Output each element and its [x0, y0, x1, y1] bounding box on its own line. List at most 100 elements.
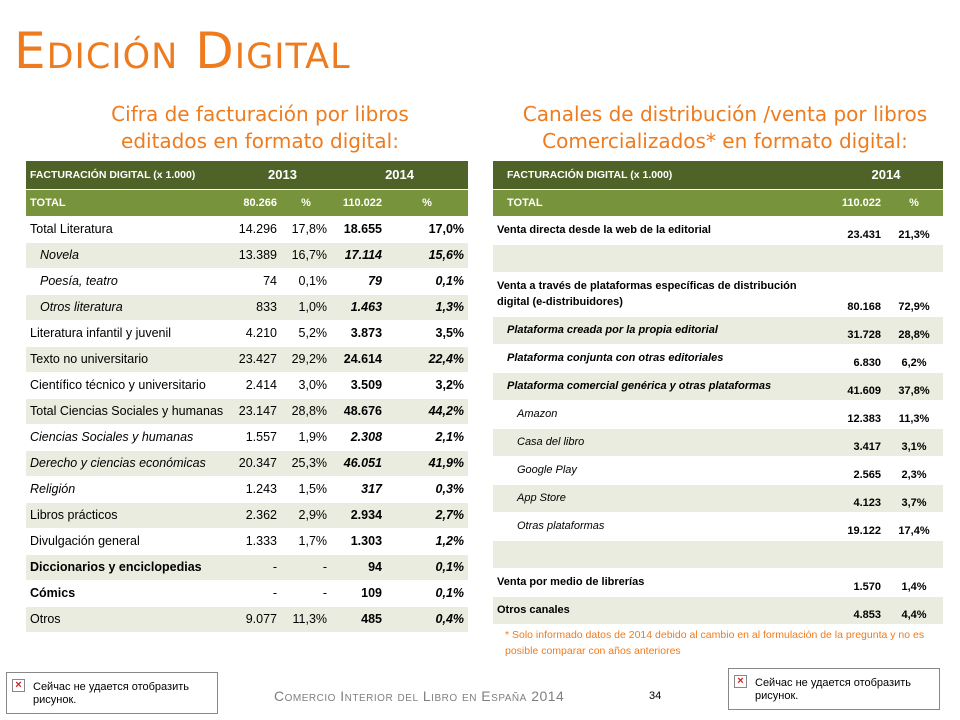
value-2014: 3.417: [829, 428, 885, 457]
pct-2014: 6,2%: [885, 344, 944, 373]
pct-2014: 11,3%: [885, 400, 944, 429]
row-label: Cómics: [26, 580, 234, 607]
table-row: Literatura infantil y juvenil 4.210 5,2% 3.…: [26, 320, 469, 347]
value-2013: 1.557: [234, 424, 281, 451]
value-2014: 94: [331, 554, 387, 581]
pct-2014: 15,6%: [386, 242, 469, 269]
value-2014: 1.463: [331, 294, 387, 321]
pct-2014: [885, 540, 944, 569]
pct-2014: 0,1%: [386, 268, 469, 295]
value-2014: 4.853: [829, 596, 885, 625]
table-row: Casa del libro 3.417 3,1%: [493, 428, 944, 457]
row-label: Plataforma conjunta con otras editoriale…: [493, 344, 829, 373]
pct-2013: 28,8%: [281, 398, 332, 425]
pct-2013: 3,0%: [281, 372, 332, 399]
pct-2013: -: [281, 554, 332, 581]
value-2013: 833: [234, 294, 281, 321]
image-placeholder-left: × Сейчас не удается отобразить рисунок.: [6, 672, 218, 714]
table-row: Cómics - -109 0,1%: [26, 580, 469, 607]
pct-2014: 2,1%: [386, 424, 469, 451]
row-label: Texto no universitario: [26, 346, 234, 373]
value-2014: 48.676: [331, 398, 387, 425]
row-label: Novela: [26, 242, 234, 269]
row-label: Científico técnico y universitario: [26, 372, 234, 399]
value-2014: 1.303: [331, 528, 387, 555]
row-label: Total Ciencias Sociales y humanas: [26, 398, 234, 425]
row-label: Total Literatura: [26, 216, 234, 243]
value-2014: 18.655: [331, 216, 387, 243]
pct-2014: 3,2%: [386, 372, 469, 399]
value-2014: 23.431: [829, 216, 885, 245]
pct-2014: 1,2%: [386, 528, 469, 555]
table-row: [493, 540, 944, 569]
row-label: Venta por medio de librerías: [493, 568, 829, 597]
table-row: Diccionarios y enciclopedias - -94 0,1%: [26, 554, 469, 581]
row-label: Plataforma creada por la propia editoria…: [493, 316, 829, 345]
table-row: Libros prácticos 2.362 2,9% 2.934 2,7%: [26, 502, 469, 529]
row-label: Otras plataformas: [493, 512, 829, 541]
table-row: Novela 13.389 16,7% 17.114 15,6%: [26, 242, 469, 269]
pct-2013: 16,7%: [281, 242, 332, 269]
table-row: Científico técnico y universitario 2.414 3…: [26, 372, 469, 399]
value-2013: 20.347: [234, 450, 281, 477]
value-2014: 6.830: [829, 344, 885, 373]
broken-image-icon: ×: [734, 675, 747, 688]
table-row: Otros canales 4.853 4,4%: [493, 596, 944, 625]
pct-2013: 5,2%: [281, 320, 332, 347]
pct-2014: 37,8%: [885, 372, 944, 401]
billing-table: FACTURACIÓN DIGITAL (x 1.000) 2013 2014 …: [26, 161, 469, 633]
pct-2014: 17,4%: [885, 512, 944, 541]
value-2013: 2.414: [234, 372, 281, 399]
pct-2014: 0,1%: [386, 580, 469, 607]
image-placeholder-right: × Сейчас не удается отобразить рисунок.: [728, 668, 940, 710]
row-label: [493, 244, 829, 273]
value-2013: 14.296: [234, 216, 281, 243]
value-2014: 80.168: [829, 272, 885, 317]
channels-total-value: 110.022: [829, 189, 885, 217]
pct-2013: 29,2%: [281, 346, 332, 373]
row-label: Casa del libro: [493, 428, 829, 457]
value-2014: 2.565: [829, 456, 885, 485]
pct-2013: 1,5%: [281, 476, 332, 503]
pct-2014: 4,4%: [885, 596, 944, 625]
billing-header-label: FACTURACIÓN DIGITAL (x 1.000): [26, 161, 234, 190]
billing-header-year-2013: 2013: [234, 161, 332, 190]
pct-2014: 0,4%: [386, 606, 469, 633]
billing-total-pct-2013: %: [281, 189, 332, 217]
pct-2014: 22,4%: [386, 346, 469, 373]
pct-2013: 1,0%: [281, 294, 332, 321]
value-2013: 4.210: [234, 320, 281, 347]
value-2014: 1.570: [829, 568, 885, 597]
row-label: App Store: [493, 484, 829, 513]
billing-total-label: TOTAL: [26, 189, 234, 217]
row-label: Religión: [26, 476, 234, 503]
value-2014: 17.114: [331, 242, 387, 269]
row-label: Otros literatura: [26, 294, 234, 321]
pct-2014: 72,9%: [885, 272, 944, 317]
table-row: Texto no universitario 23.427 29,2% 24.614 2…: [26, 346, 469, 373]
table-row: Divulgación general 1.333 1,7% 1.303 1,2%: [26, 528, 469, 555]
table-row: Total Ciencias Sociales y humanas 23.147 2…: [26, 398, 469, 425]
row-label: Literatura infantil y juvenil: [26, 320, 234, 347]
table-row: Venta por medio de librerías 1.570 1,4%: [493, 568, 944, 597]
table-row: Plataforma creada por la propia editoria…: [493, 316, 944, 345]
value-2014: 3.873: [331, 320, 387, 347]
value-2014: [829, 540, 885, 569]
table-row: Amazon 12.383 11,3%: [493, 400, 944, 429]
pct-2013: 11,3%: [281, 606, 332, 633]
pct-2014: 3,5%: [386, 320, 469, 347]
row-label: Poesía, teatro: [26, 268, 234, 295]
row-label: Otros: [26, 606, 234, 633]
pct-2013: 1,9%: [281, 424, 332, 451]
channels-table: FACTURACIÓN DIGITAL (x 1.000) 2014 TOTAL…: [493, 161, 944, 625]
row-label: Venta directa desde la web de la editori…: [493, 216, 829, 245]
value-2013: 9.077: [234, 606, 281, 633]
pct-2014: 2,7%: [386, 502, 469, 529]
pct-2014: [885, 244, 944, 273]
value-2013: 74: [234, 268, 281, 295]
row-label: Otros canales: [493, 596, 829, 625]
row-label: Divulgación general: [26, 528, 234, 555]
value-2014: 31.728: [829, 316, 885, 345]
table-row: Google Play 2.565 2,3%: [493, 456, 944, 485]
row-label: Venta a través de plataformas específica…: [493, 272, 829, 317]
